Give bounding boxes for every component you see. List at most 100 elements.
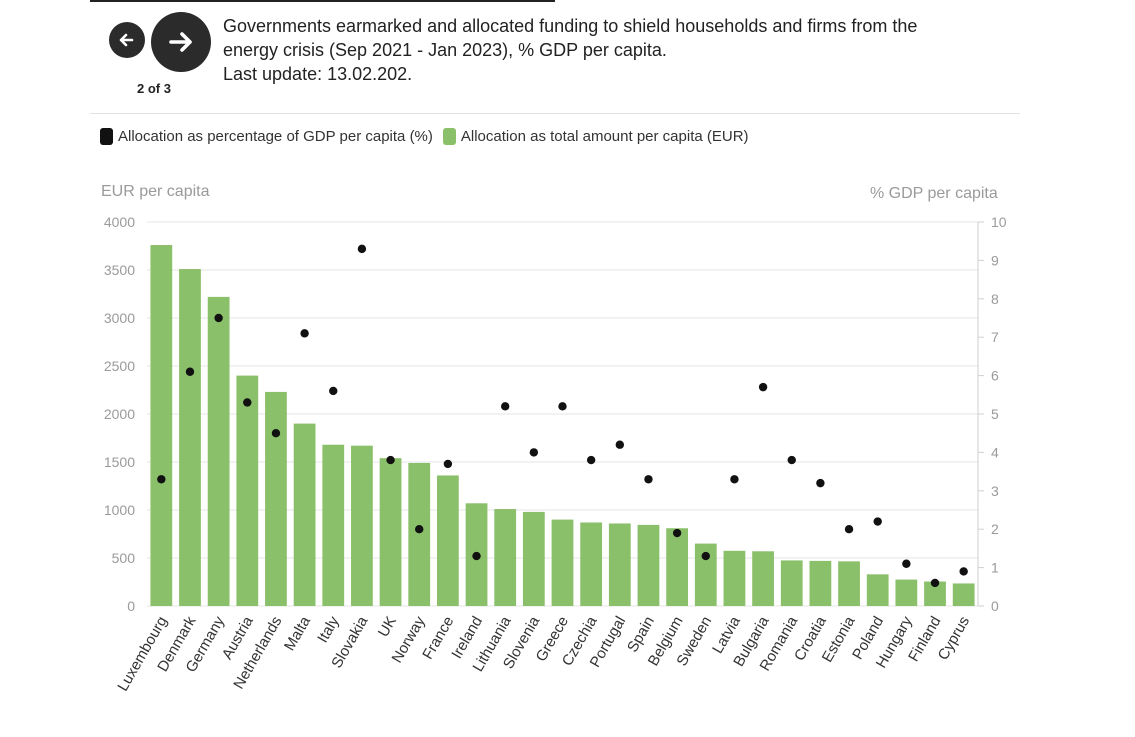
left-tick-label: 3000 — [104, 310, 135, 326]
arrow-right-icon — [169, 32, 192, 52]
bar-lithuania — [494, 509, 517, 606]
bar-spain — [637, 524, 660, 606]
right-tick-label: 8 — [991, 291, 999, 307]
next-button[interactable] — [151, 12, 211, 72]
right-tick-label: 0 — [991, 598, 999, 614]
bar-estonia — [838, 561, 860, 606]
bar-cyprus — [952, 583, 975, 606]
bar-greece — [551, 519, 574, 606]
bar-slovenia — [522, 511, 545, 606]
left-tick-label: 1500 — [104, 454, 135, 470]
dot-italy — [329, 386, 338, 396]
legend-swatch-amount — [442, 128, 456, 145]
pager-label: 2 of 3 — [137, 81, 171, 96]
dot-ireland — [472, 551, 481, 561]
bar-bulgaria — [752, 551, 774, 606]
bar-finland — [924, 581, 946, 606]
x-tick-label: Malta — [281, 613, 314, 654]
legend-item-percentage[interactable]: Allocation as percentage of GDP per capi… — [100, 128, 433, 145]
right-tick-label: 9 — [991, 252, 999, 268]
dot-portugal — [615, 440, 625, 449]
bar-netherlands — [265, 391, 287, 606]
dot-finland — [930, 578, 940, 588]
right-tick-label: 3 — [991, 483, 999, 499]
dot-estonia — [844, 525, 854, 534]
legend-swatch-percentage — [100, 128, 113, 145]
right-tick-label: 5 — [991, 406, 999, 422]
chart-header: Governments earmarked and allocated fund… — [223, 14, 1013, 86]
bar-latvia — [723, 550, 746, 606]
dot-romania — [787, 455, 796, 465]
bar-france — [436, 475, 459, 606]
dot-czechia — [586, 455, 596, 465]
left-tick-label: 4000 — [104, 214, 135, 230]
bar-norway — [408, 462, 431, 606]
legend-item-amount[interactable]: Allocation as total amount per capita (E… — [442, 128, 749, 145]
dot-poland — [873, 517, 882, 526]
left-tick-label: 0 — [127, 598, 135, 614]
dot-hungary — [902, 559, 911, 568]
legend-label-percentage: Allocation as percentage of GDP per capi… — [118, 128, 433, 145]
dot-netherlands — [271, 429, 281, 438]
bar-hungary — [895, 579, 918, 606]
bar-luxembourg — [150, 245, 173, 607]
left-tick-label: 3500 — [104, 262, 135, 278]
bar-malta — [293, 423, 316, 606]
bar-italy — [322, 444, 345, 606]
left-tick-label: 1000 — [104, 502, 135, 518]
right-tick-label: 4 — [991, 444, 999, 460]
x-tick-label: UK — [375, 614, 400, 641]
dot-luxembourg — [157, 475, 166, 484]
right-tick-label: 7 — [991, 329, 999, 345]
right-tick-label: 10 — [991, 214, 1007, 230]
divider — [90, 113, 1020, 114]
bar-slovakia — [351, 445, 373, 606]
dot-sweden — [701, 551, 710, 561]
dot-belgium — [672, 528, 682, 538]
left-tick-label: 500 — [112, 550, 136, 566]
legend-label-amount: Allocation as total amount per capita (E… — [460, 128, 749, 145]
chart-title-line-1: Governments earmarked and allocated fund… — [223, 16, 918, 36]
right-tick-label: 6 — [991, 368, 999, 384]
dot-norway — [415, 525, 424, 534]
dot-cyprus — [959, 567, 968, 576]
arrow-left-icon — [119, 33, 134, 47]
dot-slovakia — [357, 244, 367, 254]
dot-lithuania — [500, 402, 510, 411]
dot-austria — [243, 398, 252, 407]
bar-czechia — [580, 522, 603, 606]
bar-sweden — [694, 543, 717, 606]
bar-portugal — [608, 523, 631, 606]
dot-malta — [300, 329, 309, 338]
bar-poland — [866, 574, 889, 606]
dot-greece — [558, 402, 567, 411]
x-tick-label: Italy — [314, 613, 343, 646]
bar-croatia — [809, 560, 832, 606]
last-update: Last update: 13.02.202. — [223, 64, 413, 84]
right-axis-title: % GDP per capita — [870, 185, 998, 202]
left-tick-label: 2000 — [104, 406, 135, 422]
bar-uk — [379, 458, 402, 606]
top-rule — [90, 0, 555, 2]
bar-austria — [236, 375, 259, 606]
bar-germany — [207, 296, 230, 606]
dot-bulgaria — [758, 382, 768, 392]
left-axis-title: EUR per capita — [101, 183, 210, 200]
dot-slovenia — [529, 448, 539, 457]
bar-denmark — [179, 269, 201, 606]
dot-latvia — [730, 475, 739, 484]
chart-title-line-2: energy crisis (Sep 2021 - Jan 2023), % G… — [223, 40, 667, 60]
left-tick-label: 2500 — [104, 358, 135, 374]
legend: Allocation as percentage of GDP per capi… — [100, 128, 759, 145]
previous-button[interactable] — [109, 22, 145, 58]
dot-spain — [644, 475, 653, 484]
right-tick-label: 2 — [991, 521, 999, 537]
dot-france — [443, 459, 453, 469]
bar-romania — [780, 560, 803, 606]
dot-denmark — [185, 367, 195, 376]
bar-belgium — [666, 528, 689, 606]
dot-uk — [386, 455, 395, 465]
right-tick-label: 1 — [991, 560, 999, 576]
dot-croatia — [816, 478, 825, 488]
